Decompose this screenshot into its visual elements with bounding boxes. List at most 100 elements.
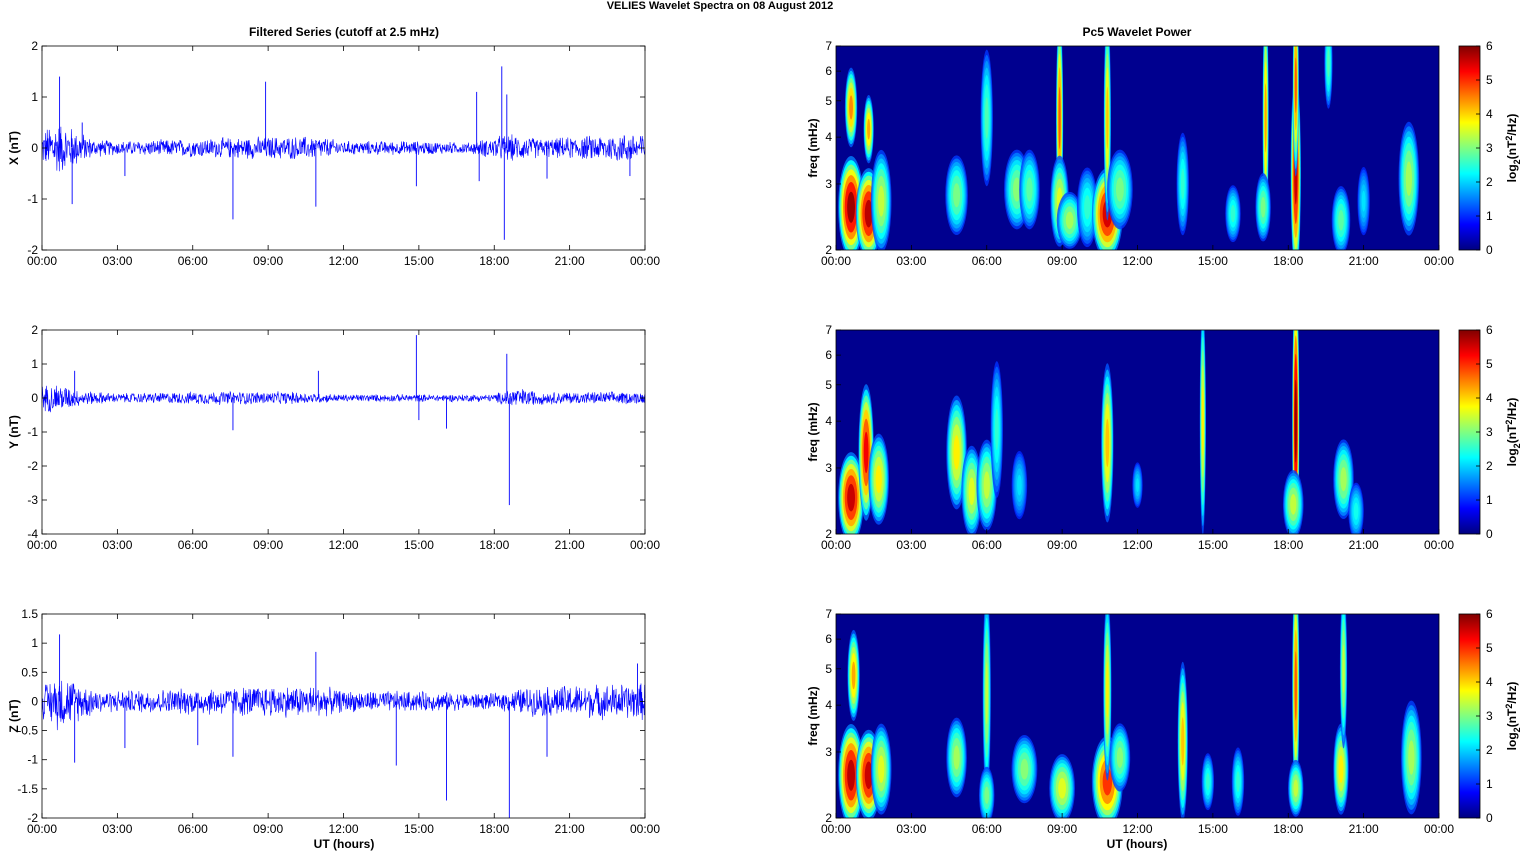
y-tick-label: 4	[825, 130, 832, 144]
x-tick-label: 15:00	[404, 822, 434, 836]
x-tick-label: 12:00	[328, 538, 358, 552]
power-blob-22	[1327, 49, 1330, 77]
x-tick-label: 21:00	[555, 254, 585, 268]
power-blob-3	[867, 118, 871, 140]
y-axis-label-y: Y (nT)	[7, 415, 21, 449]
power-blob-18	[1342, 644, 1345, 693]
y-tick-label: 3	[825, 745, 832, 759]
y-tick-label: 4	[825, 414, 832, 428]
y-tick-label: 7	[825, 323, 832, 337]
x-tick-label: 06:00	[972, 822, 1002, 836]
x-tick-label: 09:00	[253, 822, 283, 836]
colorbar-tick-label: 5	[1486, 641, 1493, 655]
power-blob-12	[1181, 717, 1185, 766]
power-blob-16	[1180, 168, 1185, 200]
trace-z	[41, 680, 646, 731]
colorbar-tick-label: 1	[1486, 209, 1493, 223]
power-blob-2	[864, 761, 873, 790]
y-tick-label: -1	[27, 425, 38, 439]
trace-y	[41, 385, 646, 413]
x-tick-label: 03:00	[896, 822, 926, 836]
colorbar-tick-label: 4	[1486, 107, 1493, 121]
power-blob-14	[1353, 502, 1359, 520]
x-axis-label-right: UT (hours)	[1107, 837, 1168, 851]
power-blob-2	[875, 465, 882, 494]
x-tick-label: 00:00	[27, 254, 57, 268]
x-tick-label: 21:00	[555, 822, 585, 836]
y-tick-label: 2	[31, 39, 38, 53]
power-blob-14	[1106, 86, 1109, 150]
y-tick-label: 4	[825, 698, 832, 712]
x-tick-label: 03:00	[896, 254, 926, 268]
power-blob-0	[847, 483, 855, 512]
colorbar-label: log2(nT2/Hz)	[1504, 398, 1522, 467]
spectrogram-panel-x: 2 3 4 5 6 7 00:00 03:00 06:00 09:00 12:00 15:00 18:0…	[806, 39, 1522, 268]
y-tick-label: 2	[825, 527, 832, 541]
x-tick-label: 06:00	[178, 254, 208, 268]
x-axis-label-left: UT (hours)	[314, 837, 375, 851]
power-blob-8	[1105, 418, 1110, 468]
power-blob-15	[1294, 651, 1297, 721]
x-tick-label: 12:00	[1122, 822, 1152, 836]
x-tick-label: 15:00	[404, 538, 434, 552]
power-blob-19	[1408, 740, 1415, 775]
power-blob-0	[847, 191, 855, 223]
x-tick-label: 21:00	[1349, 538, 1379, 552]
power-blob-5	[953, 183, 961, 208]
spectrogram-blobs	[838, 614, 1422, 818]
x-tick-label: 18:00	[479, 254, 509, 268]
y-tick-label: -2	[27, 811, 38, 825]
power-blob-13	[1340, 467, 1347, 492]
power-blob-11	[1116, 747, 1124, 768]
y-tick-label: 1	[31, 90, 38, 104]
colorbar-tick-label: 1	[1486, 493, 1493, 507]
colorbar-label: log2(nT2/Hz)	[1504, 682, 1522, 751]
y-tick-label: 5	[825, 662, 832, 676]
x-tick-label: 09:00	[1047, 254, 1077, 268]
timeseries-panel-z: 1.510.50-0.5-1-1.5-200:00 03:00 06:00 09:00…	[7, 607, 660, 836]
x-tick-label: 09:00	[1047, 822, 1077, 836]
x-tick-label: 18:00	[1273, 254, 1303, 268]
power-blob-6	[984, 97, 989, 139]
x-tick-label: 00:00	[1424, 254, 1454, 268]
y-tick-label: 5	[825, 378, 832, 392]
y-tick-label: 2	[31, 323, 38, 337]
power-blob-3	[953, 435, 960, 470]
power-blob-7	[1017, 474, 1022, 496]
colorbar-tick-label: 0	[1486, 527, 1493, 541]
x-tick-label: 09:00	[1047, 538, 1077, 552]
x-tick-label: 15:00	[1198, 538, 1228, 552]
x-tick-label: 00:00	[27, 538, 57, 552]
x-tick-label: 00:00	[821, 254, 851, 268]
x-tick-label: 06:00	[972, 538, 1002, 552]
y-tick-label: -4	[27, 527, 38, 541]
x-tick-label: 18:00	[479, 822, 509, 836]
x-tick-label: 03:00	[102, 254, 132, 268]
spectrogram-background	[836, 614, 1439, 818]
power-blob-1	[851, 661, 856, 690]
y-tick-label: -0.5	[17, 724, 38, 738]
power-blob-23	[1338, 209, 1344, 231]
x-tick-label: 15:00	[404, 254, 434, 268]
y-axis-label-z: Z (nT)	[7, 699, 21, 732]
power-blob-7	[1020, 758, 1029, 780]
y-axis-label-x: X (nT)	[7, 131, 21, 165]
power-blob-1	[849, 95, 853, 120]
y-tick-label: 0	[31, 141, 38, 155]
colorbar-tick-label: 4	[1486, 391, 1493, 405]
x-tick-label: 00:00	[821, 822, 851, 836]
spectrogram-blobs	[838, 330, 1364, 534]
power-blob-10	[1201, 386, 1204, 456]
colorbar-tick-label: 6	[1486, 39, 1493, 53]
power-blob-4	[878, 185, 885, 217]
power-blob-17	[1230, 205, 1236, 223]
colorbar-tick-label: 5	[1486, 73, 1493, 87]
y-tick-label: -1	[27, 753, 38, 767]
plot-frame	[41, 329, 646, 535]
colorbar-tick-label: 4	[1486, 675, 1493, 689]
plot-frame	[41, 613, 646, 819]
x-tick-label: 12:00	[1122, 538, 1152, 552]
power-blob-16	[1293, 779, 1299, 797]
y-tick-label: 3	[825, 177, 832, 191]
